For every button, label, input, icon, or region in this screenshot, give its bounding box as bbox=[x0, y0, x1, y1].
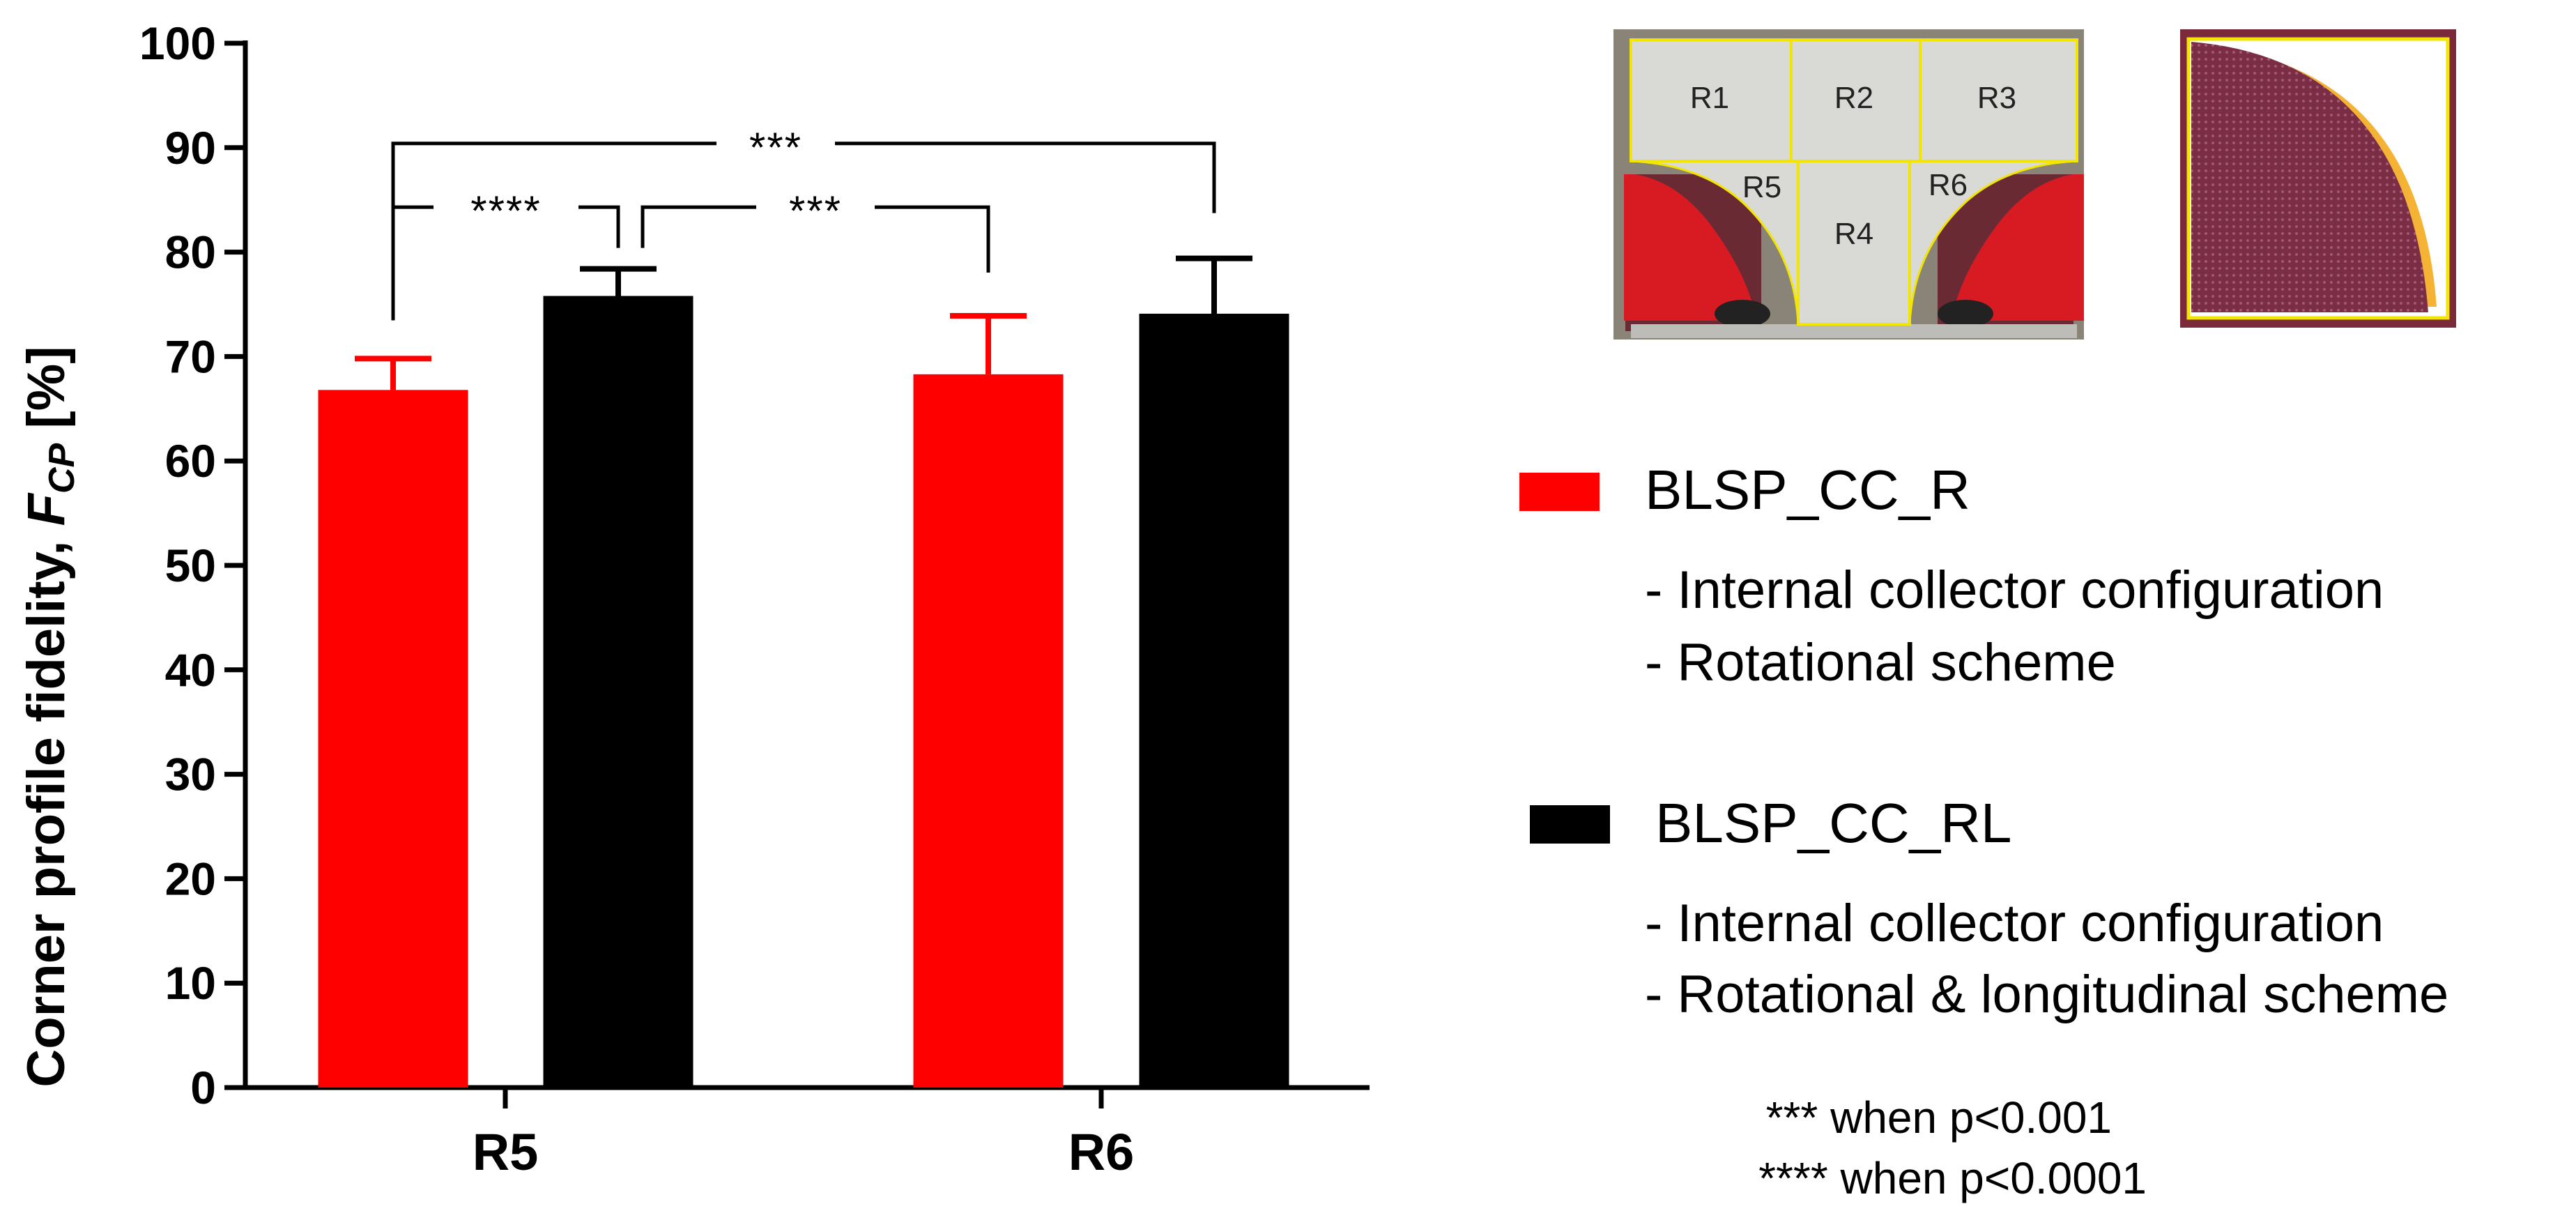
bar-blsp_cc_rl-r5 bbox=[543, 296, 693, 1088]
significance-bracket-3-right bbox=[875, 205, 990, 273]
significance-notes: *** when p<0.001 **** when p<0.0001 bbox=[1758, 1092, 2147, 1203]
legend-desc-rl-2: - Rotational & longitudinal scheme bbox=[1645, 965, 2448, 1024]
y-axis-title-text: Corner profile fidelity, bbox=[17, 541, 76, 1088]
region-label-r6: R6 bbox=[1929, 168, 1968, 202]
significance-bracket-2-label: **** bbox=[470, 188, 541, 234]
bar-blsp_cc_r-r6 bbox=[913, 374, 1064, 1088]
bar-blsp_cc_r-r5 bbox=[318, 390, 468, 1088]
y-tick-label-80: 80 bbox=[165, 227, 216, 278]
axes: 0 10 20 30 40 50 60 70 80 90 100 R5 R6 bbox=[139, 17, 1370, 1181]
significance-brackets: ******* *** bbox=[391, 124, 1216, 321]
legend-desc-r-1: - Internal collector configuration bbox=[1645, 561, 2384, 620]
bars bbox=[318, 255, 1289, 1088]
note-p0001: **** when p<0.0001 bbox=[1758, 1153, 2147, 1203]
y-axis-title-subscript: CP bbox=[42, 443, 82, 494]
profile-inset bbox=[2180, 29, 2456, 328]
legend-label-r: BLSP_CC_R bbox=[1645, 459, 1970, 521]
y-tick-label-30: 30 bbox=[165, 749, 216, 800]
x-tick-label-R5: R5 bbox=[473, 1123, 539, 1181]
y-tick-label-0: 0 bbox=[190, 1062, 216, 1113]
y-tick-label-20: 20 bbox=[165, 853, 216, 904]
y-tick-label-90: 90 bbox=[165, 122, 216, 174]
legend-desc-rl-1: - Internal collector configuration bbox=[1645, 894, 2384, 953]
significance-bracket-3-label: *** bbox=[789, 188, 842, 234]
y-tick-label-40: 40 bbox=[165, 644, 216, 696]
legend-swatch-r bbox=[1519, 473, 1600, 511]
region-label-r5: R5 bbox=[1742, 170, 1781, 204]
y-tick-label-100: 100 bbox=[139, 17, 216, 69]
region-label-r2: R2 bbox=[1834, 81, 1873, 115]
significance-bracket-1-left bbox=[391, 142, 716, 321]
legend: BLSP_CC_R - Internal collector configura… bbox=[1519, 459, 2448, 1024]
legend-swatch-rl bbox=[1530, 805, 1610, 844]
specimen-photo: R1 R2 R3 R4 R5 R6 bbox=[1613, 29, 2084, 340]
y-axis-title-unit: [%] bbox=[17, 346, 76, 428]
significance-bracket-3-left bbox=[641, 205, 756, 248]
y-tick-label-60: 60 bbox=[165, 435, 216, 487]
significance-bracket-2-left bbox=[391, 205, 434, 321]
y-tick-label-70: 70 bbox=[165, 330, 216, 382]
bar-blsp_cc_rl-r6 bbox=[1139, 313, 1289, 1088]
y-axis-title-symbol: F bbox=[17, 491, 76, 526]
region-label-r3: R3 bbox=[1977, 81, 2016, 115]
y-tick-label-50: 50 bbox=[165, 540, 216, 591]
significance-bracket-1-right bbox=[835, 142, 1216, 213]
y-tick-label-10: 10 bbox=[165, 957, 216, 1009]
region-label-r1: R1 bbox=[1690, 81, 1729, 115]
significance-bracket-2-right bbox=[578, 205, 620, 248]
legend-desc-r-2: - Rotational scheme bbox=[1645, 633, 2116, 692]
region-label-r4: R4 bbox=[1834, 217, 1873, 251]
legend-label-rl: BLSP_CC_RL bbox=[1655, 792, 2011, 854]
significance-bracket-1-label: *** bbox=[749, 124, 802, 171]
note-p001: *** when p<0.001 bbox=[1766, 1092, 2112, 1143]
y-axis-title: Corner profile fidelity, FCP [%] bbox=[17, 346, 82, 1087]
x-tick-label-R6: R6 bbox=[1068, 1123, 1135, 1181]
